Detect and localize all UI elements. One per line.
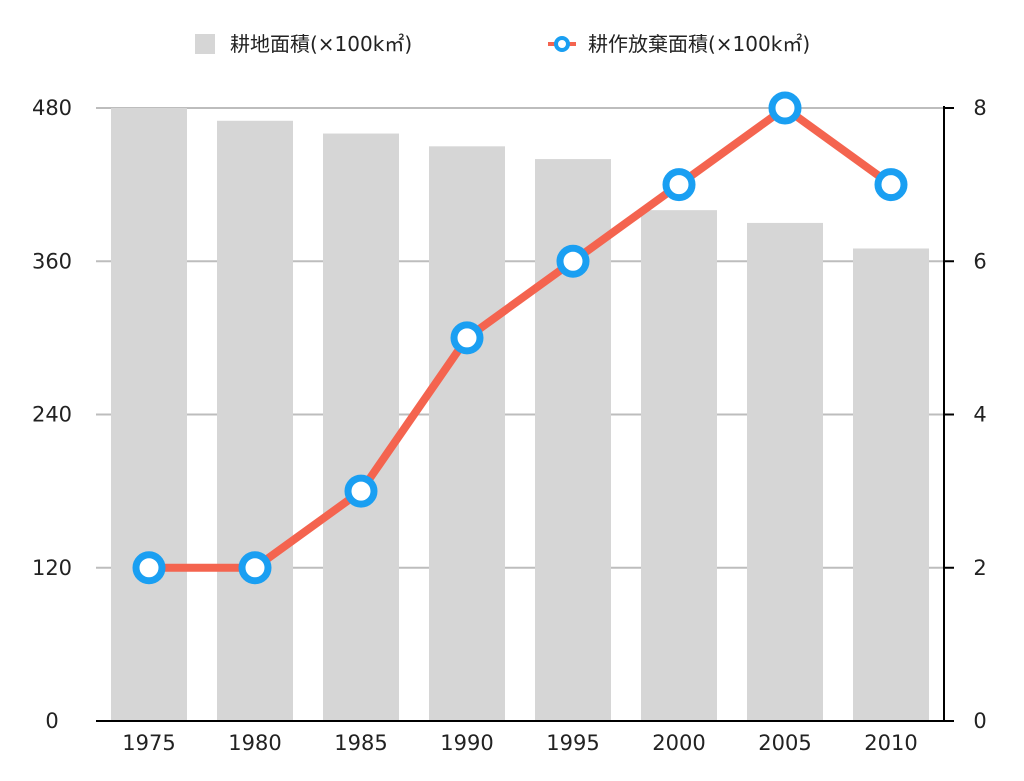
line-marker [344,474,378,508]
right-tick-label: 6 [973,249,986,273]
line-markers [132,91,908,585]
left-tick-label: 240 [32,403,72,427]
bar [217,120,293,722]
legend-label-bar: 耕地面積(×100k㎡) [230,32,412,56]
bar [111,108,187,721]
x-tick-label: 1995 [546,731,599,755]
line-marker [768,91,802,125]
line-marker [662,168,696,202]
left-tick-label: 360 [32,249,72,273]
line-marker [238,551,272,585]
legend-swatch-marker [554,36,570,52]
left-tick-label: 120 [32,556,72,580]
bar-series [111,108,929,722]
left-tick-label: 480 [32,96,72,120]
line-series [145,104,895,572]
tick-labels: 0 120 240 360 480 0 2 4 6 8 1975 1980 1985 1990 1995 20… [32,96,987,755]
right-tick-label: 0 [973,709,986,733]
bar [747,222,823,721]
line-marker [556,244,590,278]
bar [641,210,717,721]
right-tick-label: 8 [973,96,986,120]
bar [853,248,929,721]
x-tick-label: 1975 [122,731,175,755]
bar [429,146,505,721]
axes [96,106,954,722]
right-tick-label: 4 [973,403,986,427]
line-marker [874,168,908,202]
x-tick-label: 2000 [652,731,705,755]
right-tick-label: 2 [973,556,986,580]
x-tick-label: 1980 [228,731,281,755]
line-marker [132,551,166,585]
x-tick-label: 1990 [440,731,493,755]
legend-label-line: 耕作放棄面積(×100k㎡) [588,32,810,56]
left-tick-label: 0 [45,709,58,733]
x-tick-label: 1985 [334,731,387,755]
bar [323,133,399,721]
x-tick-label: 2010 [864,731,917,755]
line-marker [450,321,484,355]
legend: 耕地面積(×100k㎡) 耕作放棄面積(×100k㎡) [195,32,810,56]
line-path [145,104,895,572]
legend-swatch-bar [195,34,215,54]
x-tick-label: 2005 [758,731,811,755]
